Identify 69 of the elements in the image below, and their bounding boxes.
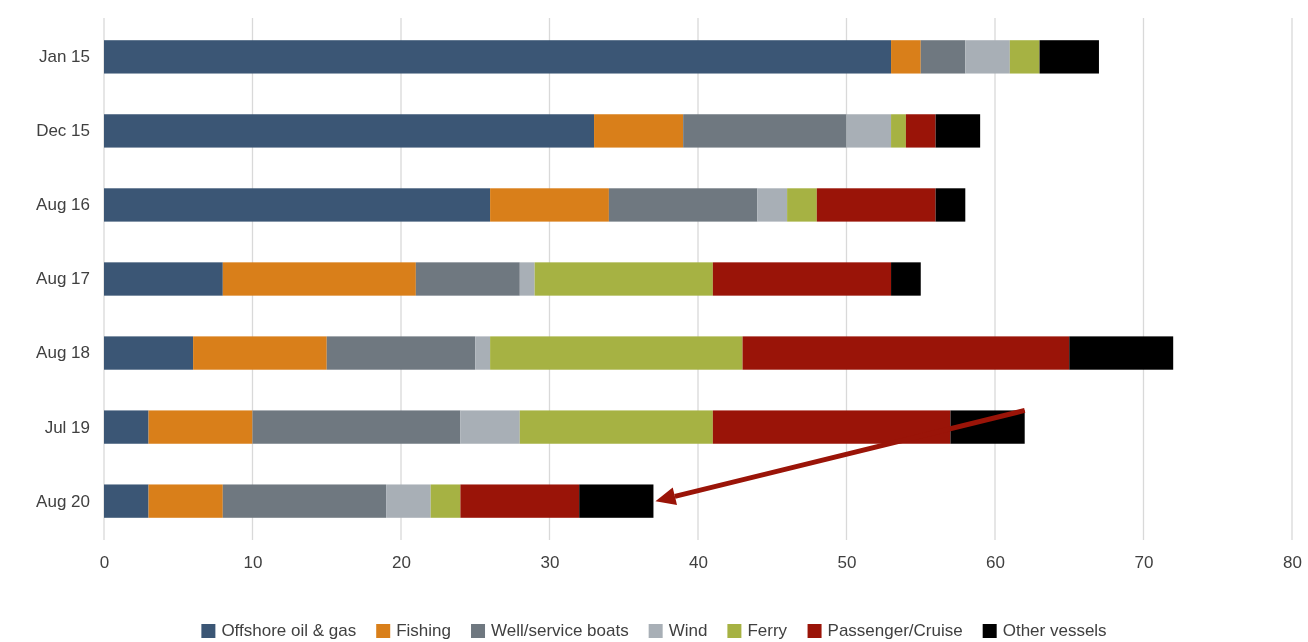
x-tick-label: 60 xyxy=(986,553,1005,573)
bar xyxy=(148,410,253,444)
legend-label: Other vessels xyxy=(1002,621,1107,640)
bar xyxy=(935,114,981,148)
bar xyxy=(519,410,713,444)
y-tick-label: Aug 16 xyxy=(36,195,90,215)
y-tick-label: Dec 15 xyxy=(36,121,90,141)
bar xyxy=(386,484,431,518)
bar xyxy=(326,336,476,370)
legend-label: Ferry xyxy=(747,621,788,640)
bar xyxy=(1069,336,1174,370)
bar xyxy=(104,410,149,444)
bar xyxy=(935,188,966,222)
bar xyxy=(490,336,743,370)
y-tick-label: Jul 19 xyxy=(44,417,90,437)
x-tick-label: 20 xyxy=(392,553,411,573)
bar xyxy=(891,114,906,148)
bar xyxy=(148,484,223,518)
bar xyxy=(965,40,1010,74)
bar xyxy=(415,262,520,296)
bar xyxy=(104,188,491,222)
bar xyxy=(816,188,936,222)
bar xyxy=(683,114,847,148)
legend-label: Well/service boats xyxy=(491,621,629,640)
bar xyxy=(891,40,921,74)
legend-label: Wind xyxy=(668,621,708,640)
bar xyxy=(534,262,713,296)
bar xyxy=(905,114,936,148)
bar xyxy=(712,410,951,444)
bar xyxy=(846,114,892,148)
bar xyxy=(757,188,788,222)
bar xyxy=(1039,40,1099,74)
bar xyxy=(460,410,520,444)
x-tick-label: 30 xyxy=(540,553,560,573)
bar xyxy=(430,484,461,518)
bar xyxy=(920,40,966,74)
legend-label: Fishing xyxy=(396,621,452,640)
bar xyxy=(712,262,892,296)
bar xyxy=(490,188,609,222)
x-tick-label: 0 xyxy=(99,553,110,573)
y-tick-label: Jan 15 xyxy=(38,47,90,67)
bar xyxy=(608,188,758,222)
x-tick-label: 10 xyxy=(243,553,263,573)
x-tick-label: 50 xyxy=(837,553,857,573)
bar xyxy=(891,262,921,296)
bar xyxy=(222,262,416,296)
x-tick-label: 70 xyxy=(1134,553,1154,573)
x-tick-label: 40 xyxy=(689,553,708,573)
legend-label: Offshore oil & gas xyxy=(221,621,357,640)
bar xyxy=(252,410,461,444)
x-tick-label: 80 xyxy=(1283,553,1302,573)
bar xyxy=(104,484,149,518)
bar xyxy=(1009,40,1040,74)
bar xyxy=(787,188,817,222)
bar xyxy=(104,114,595,148)
y-tick-label: Aug 20 xyxy=(36,491,90,511)
bar xyxy=(475,336,491,370)
bar xyxy=(193,336,327,370)
bar xyxy=(460,484,580,518)
y-tick-label: Aug 18 xyxy=(36,343,90,363)
bar xyxy=(104,40,892,74)
bar xyxy=(742,336,1070,370)
bar xyxy=(222,484,387,518)
bar xyxy=(594,114,684,148)
bar xyxy=(104,262,223,296)
y-tick-label: Aug 17 xyxy=(36,269,90,289)
bar xyxy=(104,336,194,370)
legend-label: Passenger/Cruise xyxy=(827,621,963,640)
bar xyxy=(519,262,535,296)
